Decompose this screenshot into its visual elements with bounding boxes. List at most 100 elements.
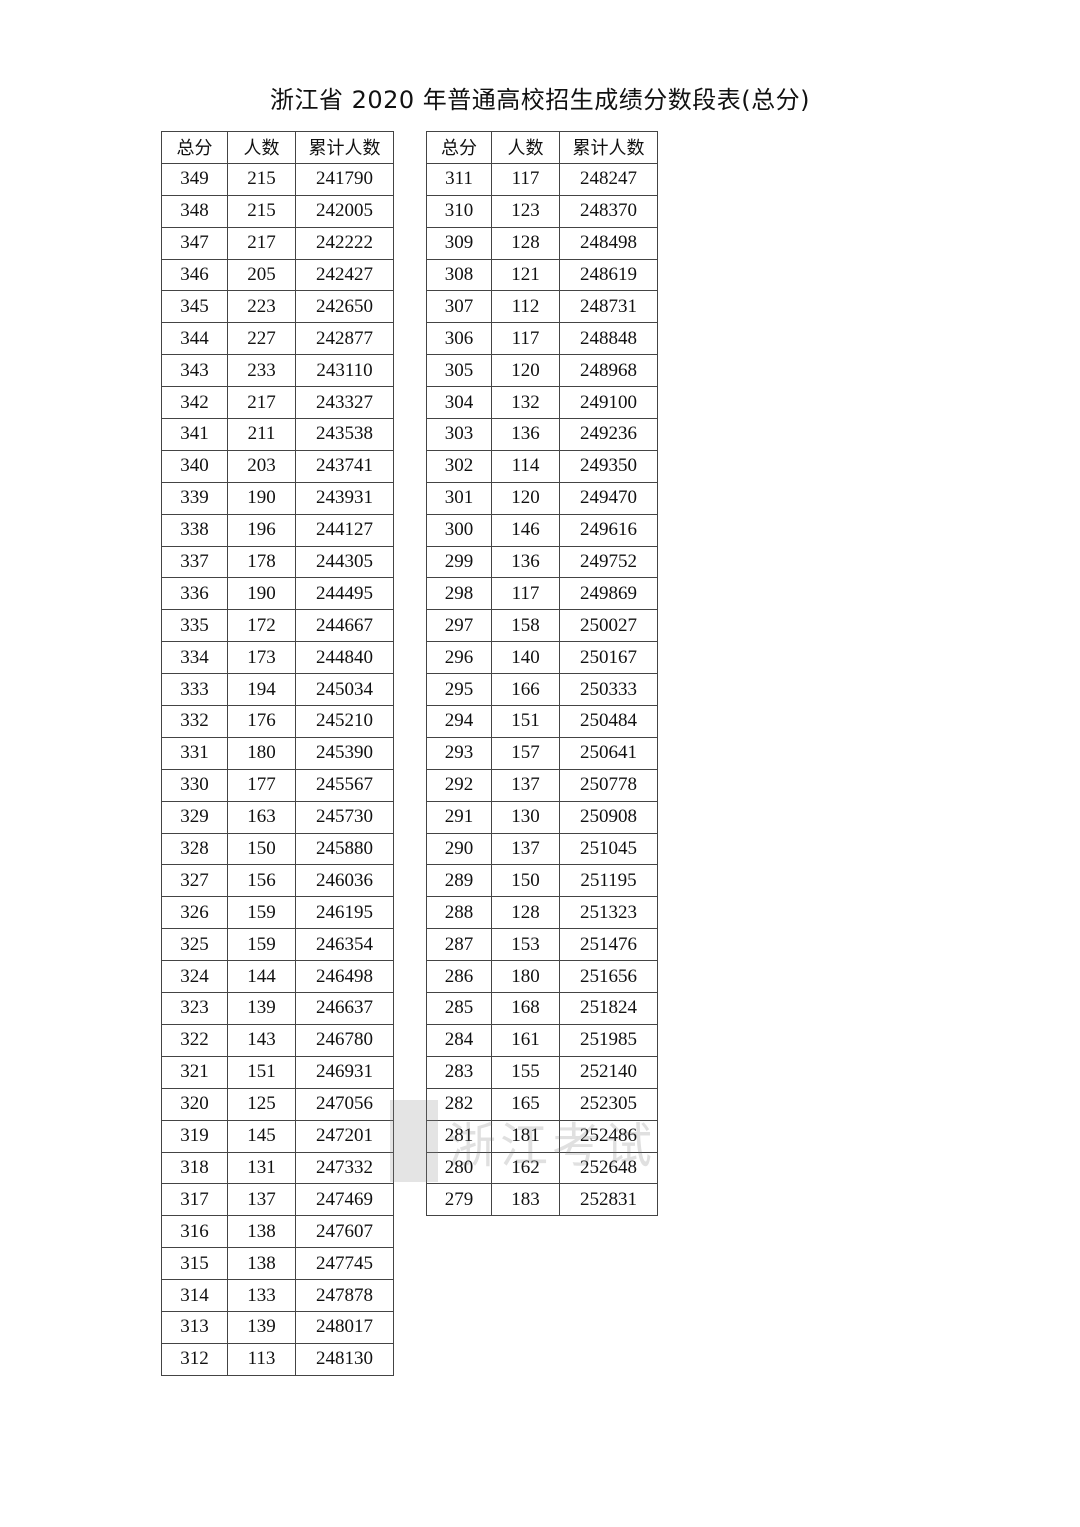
cell-cumulative: 249869 (559, 577, 658, 611)
cell-cumulative: 246637 (295, 992, 394, 1025)
cell-cumulative: 250333 (559, 673, 658, 707)
cell-score: 343 (161, 354, 228, 388)
table-row: 292 137 250778 (426, 768, 658, 802)
table-row: 304 132 249100 (426, 386, 658, 420)
cell-count: 190 (227, 577, 296, 611)
cell-cumulative: 250908 (559, 800, 658, 834)
cell-score: 321 (161, 1055, 228, 1089)
cell-score: 339 (161, 481, 228, 515)
table-row: 337 178 244305 (161, 545, 394, 579)
cell-count: 150 (491, 864, 560, 898)
cell-cumulative: 244495 (295, 577, 394, 611)
cell-cumulative: 245390 (295, 736, 394, 770)
cell-count: 130 (491, 800, 560, 834)
cell-cumulative: 249350 (559, 449, 658, 483)
cell-cumulative: 252648 (559, 1151, 658, 1185)
cell-count: 145 (227, 1119, 296, 1153)
cell-count: 156 (227, 864, 296, 898)
cell-count: 137 (227, 1183, 296, 1217)
table-row: 343 233 243110 (161, 354, 394, 388)
table-row: 293 157 250641 (426, 736, 658, 770)
cell-count: 178 (227, 545, 296, 579)
cell-score: 288 (426, 896, 492, 930)
header-cumulative: 累计人数 (295, 131, 394, 164)
table-row: 334 173 244840 (161, 641, 394, 675)
header-cumulative: 累计人数 (559, 131, 658, 164)
cell-count: 117 (491, 322, 560, 356)
cell-count: 163 (227, 800, 296, 834)
page-title: 浙江省 2020 年普通高校招生成绩分数段表(总分) (269, 86, 811, 114)
cell-cumulative: 245034 (295, 673, 394, 707)
cell-count: 151 (491, 705, 560, 738)
table-row: 310 123 248370 (426, 194, 658, 228)
cell-count: 203 (227, 449, 296, 483)
cell-count: 227 (227, 322, 296, 356)
cell-score: 299 (426, 545, 492, 579)
cell-cumulative: 245567 (295, 768, 394, 802)
cell-count: 136 (491, 418, 560, 451)
cell-score: 345 (161, 290, 228, 324)
table-row: 348 215 242005 (161, 194, 394, 228)
cell-count: 123 (491, 194, 560, 228)
cell-cumulative: 247745 (295, 1247, 394, 1281)
cell-cumulative: 248130 (295, 1342, 394, 1376)
cell-cumulative: 250027 (559, 609, 658, 643)
cell-cumulative: 252140 (559, 1055, 658, 1089)
cell-count: 151 (227, 1055, 296, 1089)
cell-cumulative: 246780 (295, 1023, 394, 1057)
cell-score: 318 (161, 1151, 228, 1185)
cell-cumulative: 243931 (295, 481, 394, 515)
cell-cumulative: 252831 (559, 1183, 658, 1217)
cell-count: 196 (227, 513, 296, 547)
table-row: 279 183 252831 (426, 1183, 658, 1217)
cell-score: 303 (426, 418, 492, 451)
score-table-right: 总分 人数 累计人数 311 117 248247 310 123 248370 309 12… (426, 131, 658, 1217)
cell-cumulative: 243538 (295, 418, 394, 451)
cell-cumulative: 251985 (559, 1023, 658, 1057)
cell-cumulative: 251323 (559, 896, 658, 930)
cell-cumulative: 246354 (295, 928, 394, 962)
cell-score: 334 (161, 641, 228, 675)
table-row: 332 176 245210 (161, 705, 394, 738)
cell-cumulative: 243110 (295, 354, 394, 388)
table-row: 307 112 248731 (426, 290, 658, 324)
table-row: 318 131 247332 (161, 1151, 394, 1185)
cell-count: 168 (491, 992, 560, 1025)
cell-count: 112 (491, 290, 560, 324)
table-row: 328 150 245880 (161, 832, 394, 866)
cell-score: 322 (161, 1023, 228, 1057)
cell-count: 162 (491, 1151, 560, 1185)
cell-cumulative: 242427 (295, 258, 394, 292)
cell-cumulative: 242877 (295, 322, 394, 356)
cell-score: 304 (426, 386, 492, 420)
cell-score: 301 (426, 481, 492, 515)
cell-score: 342 (161, 386, 228, 420)
cell-cumulative: 248017 (295, 1310, 394, 1344)
cell-cumulative: 252305 (559, 1087, 658, 1121)
table-row: 338 196 244127 (161, 513, 394, 547)
cell-cumulative: 247056 (295, 1087, 394, 1121)
cell-count: 183 (491, 1183, 560, 1217)
cell-cumulative: 248247 (559, 162, 658, 196)
cell-cumulative: 250167 (559, 641, 658, 675)
cell-count: 205 (227, 258, 296, 292)
cell-count: 150 (227, 832, 296, 866)
cell-count: 153 (491, 928, 560, 962)
cell-score: 285 (426, 992, 492, 1025)
table-row: 306 117 248848 (426, 322, 658, 356)
cell-score: 338 (161, 513, 228, 547)
cell-score: 346 (161, 258, 228, 292)
cell-count: 173 (227, 641, 296, 675)
cell-score: 331 (161, 736, 228, 770)
cell-score: 284 (426, 1023, 492, 1057)
cell-cumulative: 243741 (295, 449, 394, 483)
table-row: 326 159 246195 (161, 896, 394, 930)
cell-count: 120 (491, 481, 560, 515)
table-row: 339 190 243931 (161, 481, 394, 515)
cell-count: 139 (227, 992, 296, 1025)
cell-score: 332 (161, 705, 228, 738)
table-row: 283 155 252140 (426, 1055, 658, 1089)
cell-count: 137 (491, 832, 560, 866)
cell-score: 306 (426, 322, 492, 356)
header-count: 人数 (227, 131, 296, 164)
